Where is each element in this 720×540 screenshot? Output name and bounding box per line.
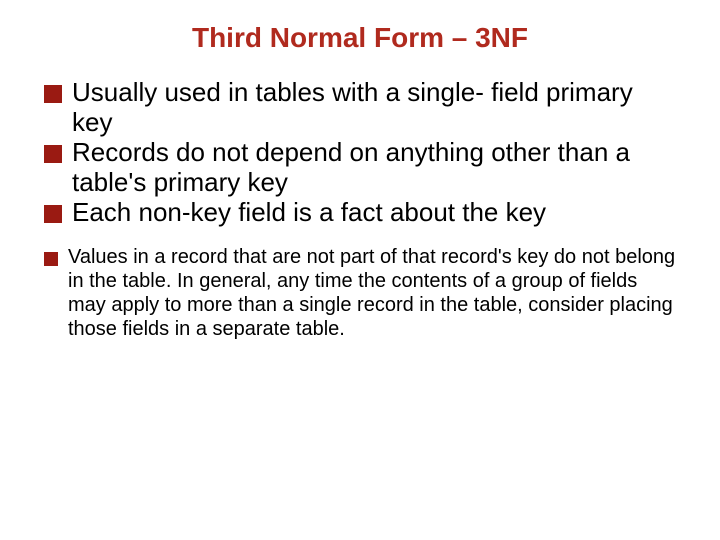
bullet-square-icon [44, 145, 62, 163]
bullet-square-icon [44, 205, 62, 223]
list-item: Each non-key field is a fact about the k… [44, 198, 680, 228]
list-item-text: Records do not depend on anything other … [72, 138, 680, 198]
list-item: Records do not depend on anything other … [44, 138, 680, 198]
main-bullet-list: Usually used in tables with a single- fi… [40, 78, 680, 227]
list-item-text: Usually used in tables with a single- fi… [72, 78, 680, 138]
sub-bullet-list: Values in a record that are not part of … [40, 245, 680, 341]
list-item-text: Values in a record that are not part of … [68, 245, 680, 341]
bullet-square-icon [44, 252, 58, 266]
list-item: Values in a record that are not part of … [44, 245, 680, 341]
slide: Third Normal Form – 3NF Usually used in … [0, 0, 720, 540]
bullet-square-icon [44, 85, 62, 103]
list-item: Usually used in tables with a single- fi… [44, 78, 680, 138]
list-item-text: Each non-key field is a fact about the k… [72, 198, 680, 228]
spacer [40, 227, 680, 245]
slide-title: Third Normal Form – 3NF [40, 22, 680, 54]
